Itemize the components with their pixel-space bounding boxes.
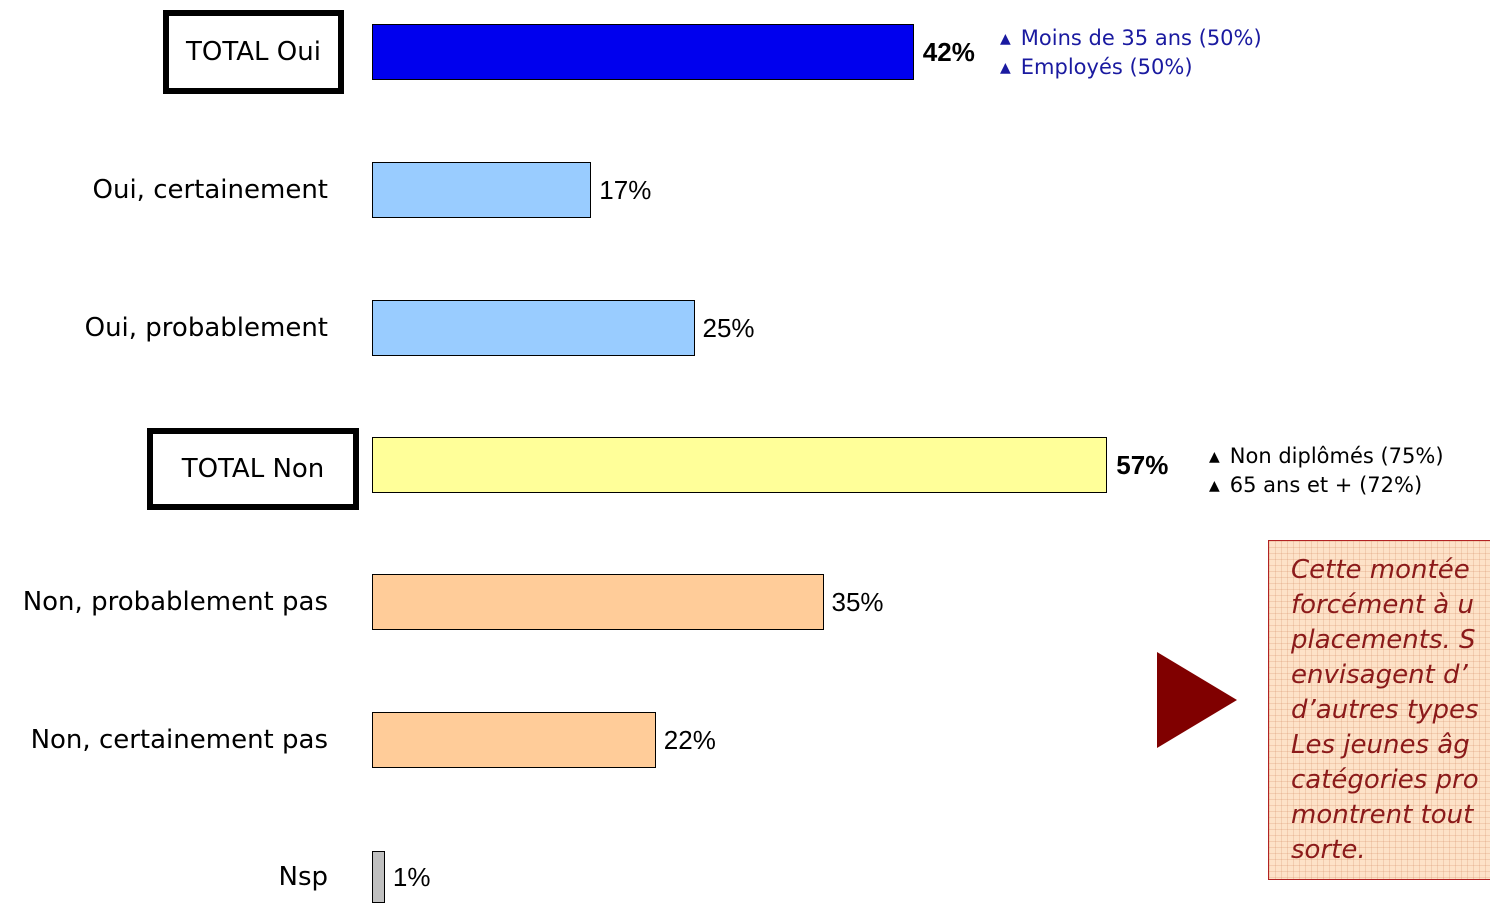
bar: [372, 24, 914, 80]
up-triangle-icon: ▲: [1209, 478, 1220, 494]
value-label: 1%: [392, 862, 431, 892]
value-label: 42%: [922, 37, 975, 67]
bar: [372, 712, 656, 768]
value-label: 57%: [1116, 450, 1169, 480]
commentary-text: Cette montée forcément à u placements. S…: [1291, 555, 1479, 865]
total-label-box: TOTAL Oui: [163, 10, 344, 94]
value-label: 22%: [663, 725, 716, 755]
up-triangle-icon: ▲: [1000, 31, 1011, 47]
total-label-box: TOTAL Non: [147, 428, 359, 510]
value-label: 25%: [702, 313, 755, 343]
value-label: 35%: [831, 587, 884, 617]
bar: [372, 851, 385, 903]
up-triangle-icon: ▲: [1209, 449, 1220, 465]
bar: [372, 437, 1108, 493]
non-note-2: ▲ 65 ans et + (72%): [1209, 473, 1423, 497]
category-label: Oui, probablement: [84, 313, 328, 343]
non-note-1: ▲ Non diplômés (75%): [1209, 444, 1444, 468]
category-label: Non, certainement pas: [30, 725, 328, 755]
value-label: 17%: [599, 175, 652, 205]
oui-note-1: ▲ Moins de 35 ans (50%): [1000, 26, 1262, 50]
bar: [372, 300, 695, 356]
play-triangle-icon: [1157, 652, 1237, 748]
bar: [372, 574, 824, 630]
category-label: Nsp: [278, 862, 329, 892]
category-label: Non, probablement pas: [22, 587, 328, 617]
oui-note-2: ▲ Employés (50%): [1000, 55, 1193, 79]
commentary-box: Cette montée forcément à u placements. S…: [1268, 540, 1490, 880]
category-label: Oui, certainement: [92, 175, 329, 205]
up-triangle-icon: ▲: [1000, 60, 1011, 76]
bar: [372, 162, 592, 218]
